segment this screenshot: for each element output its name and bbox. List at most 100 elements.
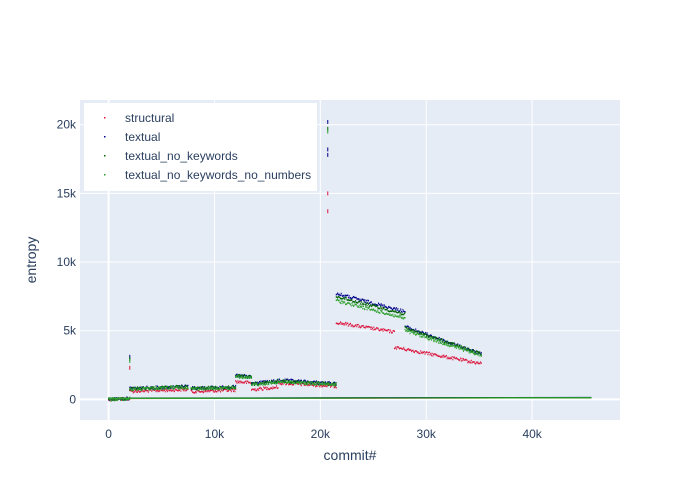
- data-point: [163, 388, 165, 390]
- data-point: [443, 339, 445, 342]
- data-point: [470, 351, 472, 354]
- data-point: [343, 294, 345, 297]
- data-point: [258, 384, 260, 387]
- data-point: [335, 387, 337, 389]
- data-point: [436, 355, 438, 357]
- data-point: [242, 374, 244, 377]
- data-point: [312, 382, 314, 384]
- data-point: [420, 331, 422, 333]
- data-point: [259, 386, 261, 389]
- data-point: [294, 382, 296, 385]
- data-point: [365, 304, 367, 306]
- data-point: [451, 342, 453, 344]
- data-point: [316, 383, 318, 385]
- data-point: [232, 385, 234, 388]
- data-point: [364, 308, 366, 311]
- data-point: [391, 314, 393, 317]
- data-point: [164, 387, 166, 390]
- data-point: [167, 389, 169, 392]
- data-point: [360, 303, 362, 305]
- legend-item-textual[interactable]: textual: [104, 130, 160, 144]
- data-point: [316, 385, 318, 387]
- data-point: [330, 383, 332, 386]
- data-point: [177, 387, 179, 390]
- data-point: [476, 362, 478, 364]
- data-point: [425, 351, 427, 353]
- data-point: [380, 307, 382, 309]
- data-point: [340, 302, 342, 304]
- data-point: [360, 306, 362, 308]
- data-point: [333, 385, 335, 387]
- data-point: [261, 389, 263, 391]
- data-point: [325, 383, 327, 386]
- data-point: [388, 314, 390, 316]
- data-point: [386, 329, 388, 332]
- data-point: [309, 384, 311, 386]
- data-point: [479, 351, 481, 353]
- data-point: [446, 344, 448, 346]
- legend-item-structural[interactable]: structural: [104, 111, 174, 125]
- data-point: [271, 388, 273, 390]
- data-point: [383, 313, 385, 315]
- data-point: [252, 383, 254, 386]
- data-point: [398, 310, 400, 312]
- legend-item-textual_no_keywords_no_numbers[interactable]: textual_no_keywords_no_numbers: [104, 168, 311, 182]
- data-point: [409, 332, 411, 335]
- data-point: [325, 382, 327, 385]
- data-point: [302, 381, 304, 384]
- data-point: [367, 307, 369, 309]
- data-point: [278, 381, 280, 383]
- legend[interactable]: structural textual textual_no_keywordstext…: [84, 103, 317, 191]
- data-point: [278, 382, 280, 385]
- data-point: [453, 342, 455, 344]
- data-point: [161, 385, 163, 388]
- data-point: [152, 389, 154, 391]
- data-point: [168, 385, 170, 388]
- data-point: [347, 296, 349, 299]
- data-point: [179, 388, 181, 390]
- data-point: [204, 387, 206, 389]
- data-point: [387, 313, 389, 315]
- data-point: [277, 378, 279, 381]
- data-point: [335, 382, 337, 385]
- data-point: [108, 397, 110, 399]
- data-point: [473, 350, 475, 353]
- data-point: [271, 380, 273, 383]
- data-point: [249, 381, 251, 384]
- data-point: [194, 391, 196, 393]
- data-point: [323, 383, 325, 385]
- data-point: [242, 381, 244, 383]
- data-point: [123, 399, 125, 401]
- data-point: [355, 296, 357, 299]
- data-point: [293, 382, 295, 384]
- data-point: [160, 389, 162, 392]
- data-point: [236, 373, 238, 376]
- data-point: [210, 387, 212, 389]
- data-point: [271, 383, 273, 385]
- data-point: [201, 386, 203, 388]
- data-point: [190, 389, 192, 391]
- data-point: [271, 382, 273, 384]
- data-point: [386, 313, 388, 316]
- data-point: [428, 339, 430, 341]
- data-point: [429, 353, 431, 356]
- data-point: [354, 325, 356, 328]
- data-point: [381, 305, 383, 307]
- data-point: [205, 387, 207, 389]
- legend-item-textual_no_keywords[interactable]: textual_no_keywords: [104, 149, 238, 163]
- data-point: [469, 360, 471, 363]
- data-point: [126, 398, 128, 400]
- data-point: [144, 386, 146, 389]
- data-point: [292, 381, 294, 384]
- data-point: [444, 341, 446, 343]
- data-point: [161, 386, 163, 389]
- data-point: [394, 347, 396, 349]
- data-point: [470, 362, 472, 364]
- data-point: [347, 325, 349, 327]
- data-point: [352, 325, 354, 328]
- data-point: [132, 391, 134, 394]
- data-point: [145, 387, 147, 390]
- data-point: [358, 300, 360, 303]
- data-point: [115, 399, 117, 401]
